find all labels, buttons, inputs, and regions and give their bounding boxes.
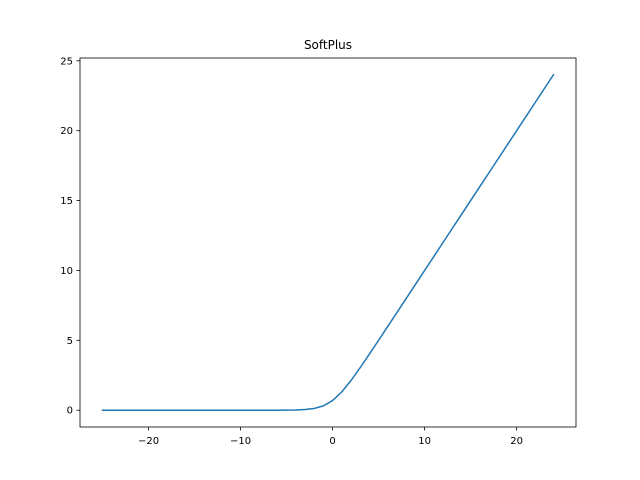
y-tick-label: 5 — [67, 336, 73, 347]
y-tick-label: 15 — [60, 196, 73, 207]
y-tick-label: 20 — [60, 126, 73, 137]
y-tick-label: 25 — [60, 56, 73, 67]
y-tick-label: 10 — [60, 266, 73, 277]
chart-title: SoftPlus — [304, 38, 352, 52]
y-tick-label: 0 — [67, 406, 73, 417]
series-line — [101, 73, 555, 411]
x-tick-label: −10 — [230, 436, 251, 447]
x-axis: −20 −10 0 10 20 — [138, 427, 523, 447]
x-tick-label: 10 — [418, 436, 431, 447]
y-axis: 0 5 10 15 20 25 — [60, 56, 80, 417]
x-tick-label: 20 — [510, 436, 523, 447]
x-tick-label: 0 — [329, 436, 335, 447]
x-tick-label: −20 — [138, 436, 159, 447]
axes-frame — [79, 57, 577, 428]
plot-area — [101, 73, 555, 411]
